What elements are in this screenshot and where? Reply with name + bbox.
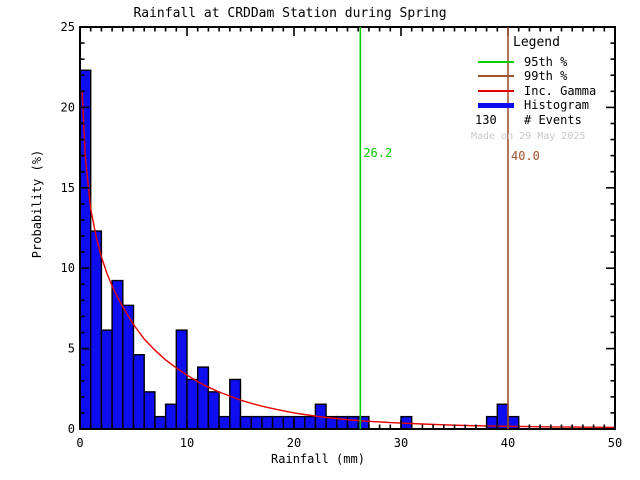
x-axis-label: Rainfall (mm)	[271, 452, 365, 466]
y-tick-label: 20	[61, 100, 75, 114]
legend-label-99th: 99th %	[524, 69, 568, 83]
histogram-bar	[186, 378, 199, 430]
y-tick-label: 10	[61, 261, 75, 275]
histogram-bar	[250, 415, 263, 430]
p99-value-label: 40.0	[511, 149, 540, 163]
histogram-bar	[507, 415, 520, 430]
histogram-bar	[282, 415, 295, 430]
x-tick-label: 0	[76, 436, 83, 450]
y-tick-label: 0	[68, 422, 75, 436]
histogram-bar	[293, 415, 306, 430]
histogram-bar	[261, 415, 274, 430]
events-label: # Events	[524, 113, 582, 127]
histogram-bar	[229, 378, 242, 430]
histogram-bar	[164, 403, 178, 430]
legend-label-histogram: Histogram	[524, 98, 590, 112]
histogram-bar	[89, 230, 103, 430]
histogram-bar	[132, 354, 145, 430]
histogram-bar	[218, 415, 231, 430]
legend-item-99th: 99th %	[478, 69, 567, 83]
histogram-bar	[143, 391, 156, 430]
events-count: 130	[475, 113, 497, 127]
histogram-swatch	[478, 102, 514, 108]
gamma-curve	[81, 91, 616, 429]
histogram-bar	[207, 391, 220, 430]
histogram-bar	[100, 329, 113, 430]
x-tick-label: 10	[180, 436, 194, 450]
watermark: Made on 29 May 2025	[471, 131, 586, 142]
page-title: Rainfall at CRDDam Station during Spring	[133, 6, 447, 21]
legend-item-events: 130 # Events	[475, 113, 582, 127]
histogram-bar	[175, 329, 188, 430]
histogram-bar	[304, 415, 317, 430]
x-tick-label: 20	[287, 436, 301, 450]
histogram-bar	[271, 415, 285, 430]
histogram-bar	[239, 415, 252, 430]
y-tick-label: 5	[68, 342, 75, 356]
gamma-line-swatch	[478, 90, 514, 92]
legend-heading: Legend	[513, 35, 560, 50]
histogram-bar	[485, 415, 499, 430]
legend-item-gamma: Inc. Gamma	[478, 84, 596, 98]
legend-label-95th: 95th %	[524, 55, 568, 69]
histogram-bar	[154, 415, 167, 430]
p95-line-swatch	[478, 61, 514, 63]
x-tick-label: 50	[608, 436, 622, 450]
histogram-bar	[196, 366, 210, 430]
y-tick-label: 15	[61, 181, 75, 195]
y-axis-label: Probability (%)	[30, 149, 44, 259]
histogram-bar	[496, 403, 509, 430]
legend-item-histogram: Histogram	[478, 98, 589, 112]
p95-value-label: 26.2	[363, 146, 393, 160]
x-tick-label: 30	[394, 436, 408, 450]
p99-line-swatch	[478, 75, 514, 77]
legend-label-gamma: Inc. Gamma	[524, 84, 597, 98]
histogram-bar	[346, 415, 359, 430]
x-tick-label: 40	[501, 436, 515, 450]
y-tick-label: 25	[61, 20, 75, 34]
legend-item-95th: 95th %	[478, 55, 567, 69]
histogram-bar	[122, 304, 135, 430]
